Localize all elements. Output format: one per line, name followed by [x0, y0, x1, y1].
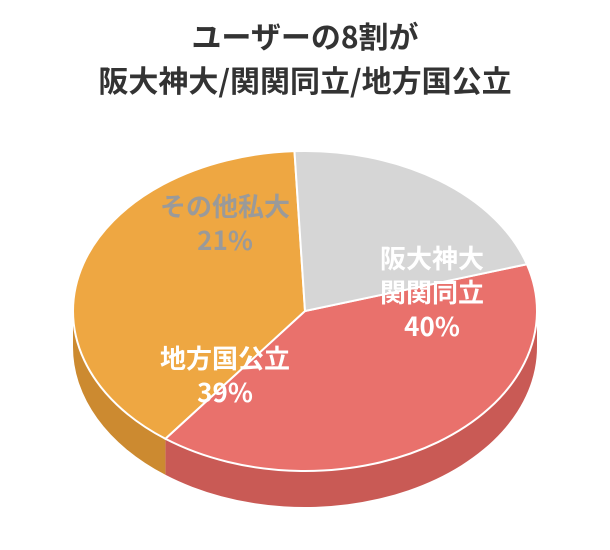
pie-chart-3d: 阪大神大 関関同立 40% 地方国公立 39% その他私大 21% [0, 101, 610, 531]
pie-slice-label: その他私大 21% [160, 189, 290, 257]
chart-title-line1: ユーザーの8割が [0, 14, 610, 58]
chart-title-line2: 阪大神大/関関同立/地方国公立 [0, 58, 610, 102]
pie-slice-label: 地方国公立 39% [160, 341, 290, 409]
pie-slice-label: 阪大神大 関関同立 40% [380, 241, 484, 342]
chart-title: ユーザーの8割が 阪大神大/関関同立/地方国公立 [0, 0, 610, 101]
